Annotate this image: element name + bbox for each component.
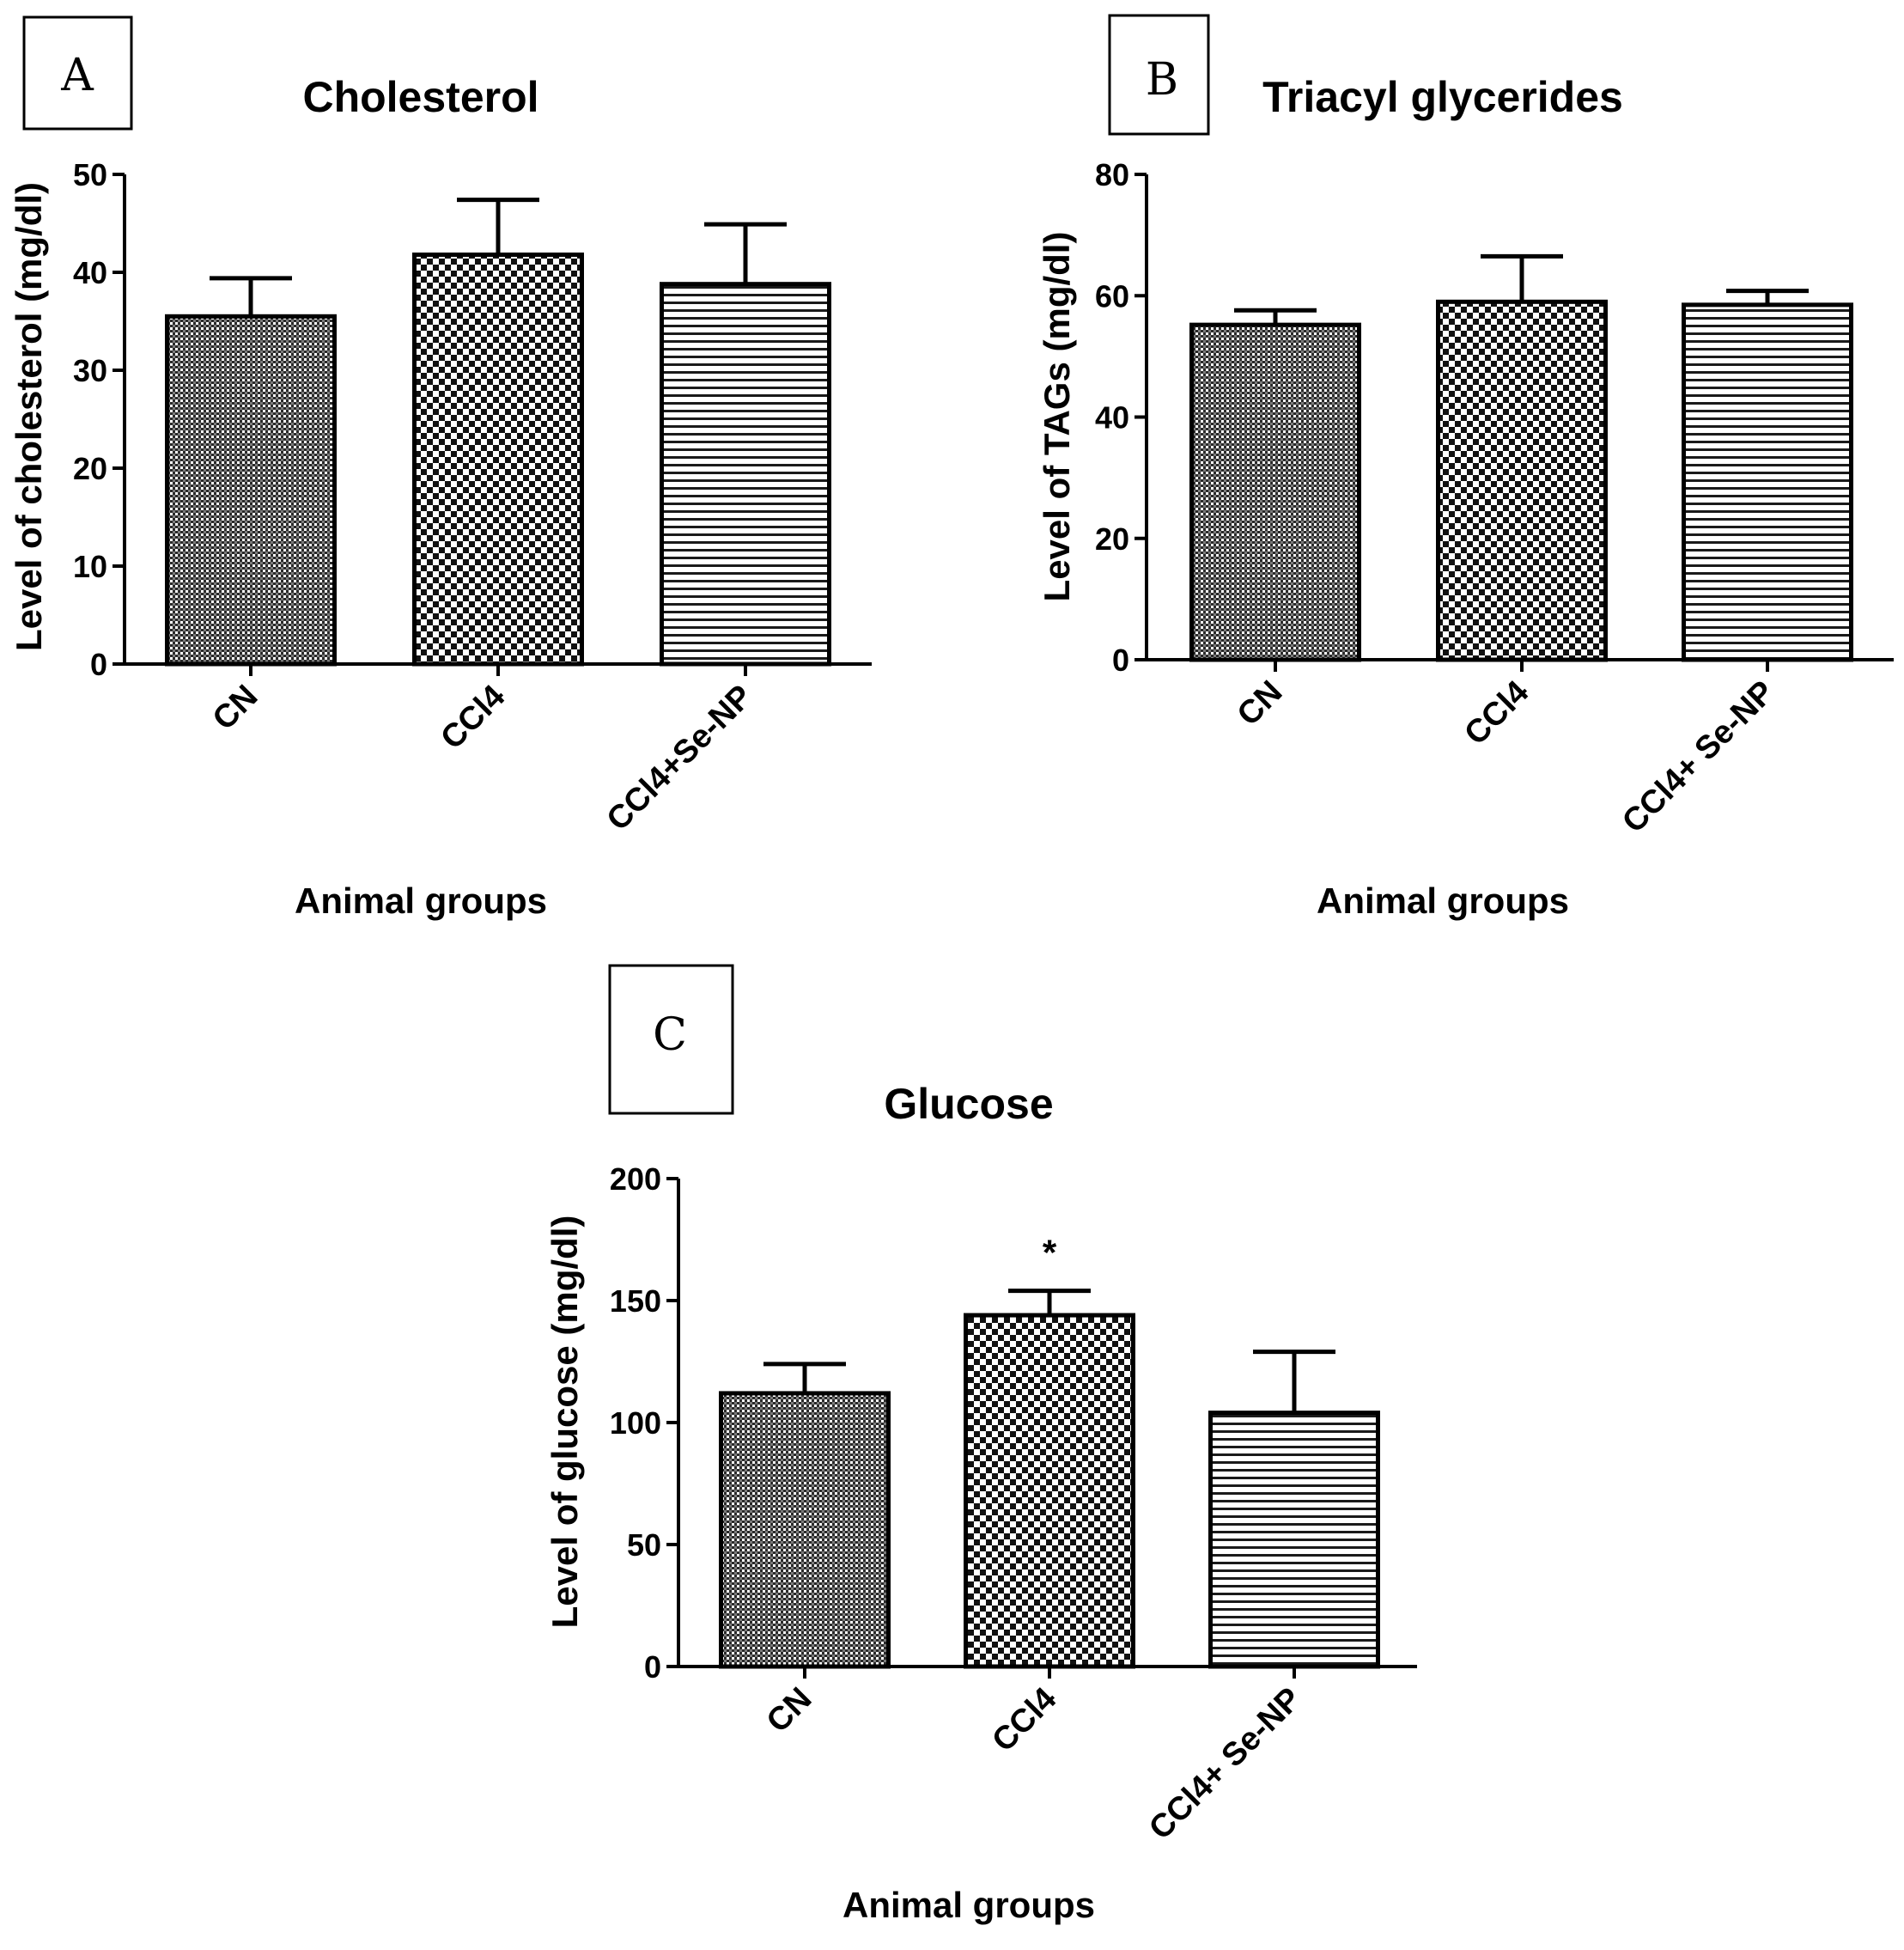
bar-ccl4-se-np [1208, 1411, 1380, 1669]
panel-b-letter: B [1146, 54, 1178, 106]
y-tick-label: 10 [73, 549, 107, 584]
x-tick-label: CCl4 [434, 679, 512, 757]
x-axis-label: Animal groups [1317, 881, 1569, 921]
y-tick-label: 0 [1112, 643, 1129, 678]
bar-ccl4 [964, 1313, 1135, 1669]
y-tick-label: 40 [1095, 400, 1129, 436]
y-tick-label: 80 [1095, 157, 1129, 192]
y-tick-label: 30 [73, 353, 107, 388]
chart-title: Cholesterol [302, 73, 538, 121]
bar-cn [1189, 322, 1361, 662]
y-tick-label: 150 [610, 1283, 661, 1319]
x-tick-label: CN [1231, 674, 1290, 734]
bar-ccl4 [412, 252, 584, 667]
y-tick-label: 200 [610, 1161, 661, 1197]
y-axis-label: Level of glucose (mg/dl) [544, 1216, 585, 1629]
x-tick-label: CCl4 [1457, 674, 1536, 753]
bar-cn [719, 1391, 891, 1669]
x-tick-label: CN [760, 1681, 819, 1740]
panel-c: C Glucose Level of glucose (mg/dl) Anima… [544, 964, 1417, 1925]
y-tick-label: 40 [73, 255, 107, 290]
x-axis-label: Animal groups [295, 881, 547, 921]
y-tick-label: 60 [1095, 278, 1129, 314]
panel-a-letter: A [60, 50, 94, 101]
significance-marker: * [1043, 1233, 1057, 1273]
x-axis-label: Animal groups [843, 1885, 1095, 1925]
y-tick-label: 100 [610, 1405, 661, 1441]
y-axis-label: Level of cholesterol (mg/dl) [9, 182, 49, 651]
y-axis-label: Level of TAGs (mg/dl) [1037, 232, 1077, 602]
panel-c-letter-box [608, 964, 734, 1115]
bar-cn [165, 314, 337, 667]
x-tick-label: CCl4+ Se-NP [1142, 1681, 1308, 1847]
panel-b-letter-box [1108, 14, 1210, 136]
y-tick-label: 0 [644, 1649, 661, 1685]
x-tick-label: CCl4+Se-NP [600, 679, 760, 838]
y-tick-label: 50 [627, 1527, 661, 1563]
y-tick-label: 20 [1095, 521, 1129, 557]
bar-ccl4-se-np [1682, 302, 1853, 662]
panel-b: B Triacyl glycerides Level of TAGs (mg/d… [1037, 14, 1894, 921]
x-tick-label: CCl4+ Se-NP [1615, 674, 1781, 840]
panel-a-letter-box [22, 15, 133, 131]
chart-title: Triacyl glycerides [1262, 73, 1623, 121]
panel-c-letter: C [653, 1009, 687, 1061]
bar-ccl4-se-np [660, 282, 831, 667]
panel-a: A Cholesterol Level of cholesterol (mg/d… [9, 15, 872, 921]
x-tick-label: CN [206, 679, 265, 738]
bar-ccl4 [1436, 299, 1608, 662]
x-tick-label: CCl4 [985, 1681, 1063, 1759]
chart-title: Glucose [884, 1080, 1053, 1128]
y-tick-label: 0 [90, 647, 107, 682]
y-tick-label: 20 [73, 451, 107, 486]
y-tick-label: 50 [73, 157, 107, 192]
